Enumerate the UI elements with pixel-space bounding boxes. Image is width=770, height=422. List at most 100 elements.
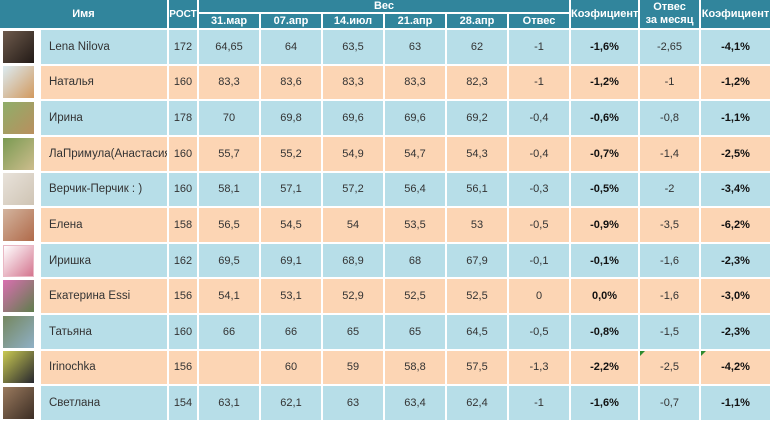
weight-cell-2[interactable]: 83,6 xyxy=(259,63,323,102)
weight-cell-3[interactable]: 52,9 xyxy=(321,277,385,315)
weight-cell-1[interactable]: 58,1 xyxy=(197,170,261,209)
weight-cell-4[interactable]: 83,3 xyxy=(383,63,447,102)
weight-cell-3[interactable]: 54 xyxy=(321,206,385,244)
weight-cell-4[interactable]: 56,4 xyxy=(383,170,447,209)
coefficient-cell[interactable]: -1,6% xyxy=(569,28,641,66)
weight-cell-5[interactable]: 62 xyxy=(445,28,509,66)
monthly-loss-cell[interactable]: -1,6 xyxy=(638,277,702,315)
coefficient-cell[interactable]: -0,5% xyxy=(569,170,641,209)
weight-cell-3[interactable]: 54,9 xyxy=(321,134,385,173)
monthly-loss-cell[interactable]: -0,8 xyxy=(638,99,702,137)
weekly-loss-cell[interactable]: -0,5 xyxy=(506,313,572,351)
member-name-cell[interactable]: Наталья xyxy=(39,63,169,102)
weight-cell-1[interactable]: 70 xyxy=(197,99,261,137)
weekly-loss-cell[interactable]: -1 xyxy=(506,63,572,102)
coefficient-2-cell[interactable]: -6,2% xyxy=(699,206,770,244)
monthly-loss-cell[interactable]: -3,5 xyxy=(638,206,702,244)
weight-cell-4[interactable]: 53,5 xyxy=(383,206,447,244)
weight-cell-5[interactable]: 82,3 xyxy=(445,63,509,102)
weight-cell-4[interactable]: 58,8 xyxy=(383,348,447,387)
weight-cell-1[interactable]: 63,1 xyxy=(197,384,261,422)
coefficient-cell[interactable]: -1,2% xyxy=(569,63,641,102)
coefficient-cell[interactable]: -0,1% xyxy=(569,241,641,280)
member-name-cell[interactable]: Ирина xyxy=(39,99,169,137)
monthly-loss-cell[interactable]: -2,5 xyxy=(638,348,702,387)
member-name-cell[interactable]: Татьяна xyxy=(39,313,169,351)
coefficient-2-cell[interactable]: -4,1% xyxy=(699,28,770,66)
weight-cell-2[interactable]: 57,1 xyxy=(259,170,323,209)
weight-cell-2[interactable]: 55,2 xyxy=(259,134,323,173)
weekly-loss-cell[interactable]: -1,3 xyxy=(506,348,572,387)
weight-cell-3[interactable]: 69,6 xyxy=(321,99,385,137)
weight-cell-2[interactable]: 54,5 xyxy=(259,206,323,244)
coefficient-cell[interactable]: -0,8% xyxy=(569,313,641,351)
monthly-loss-cell[interactable]: -2 xyxy=(638,170,702,209)
weight-cell-4[interactable]: 52,5 xyxy=(383,277,447,315)
col-header-date-1[interactable]: 31.мар xyxy=(198,12,261,30)
height-cell[interactable]: 172 xyxy=(167,28,199,66)
monthly-loss-cell[interactable]: -0,7 xyxy=(638,384,702,422)
weight-cell-2[interactable]: 69,8 xyxy=(259,99,323,137)
height-cell[interactable]: 156 xyxy=(167,277,199,315)
coefficient-cell[interactable]: -1,6% xyxy=(569,384,641,422)
col-header-coefficient[interactable]: Коэфициент xyxy=(569,0,641,30)
weight-cell-4[interactable]: 54,7 xyxy=(383,134,447,173)
col-header-name[interactable]: Имя xyxy=(0,0,169,30)
member-name-cell[interactable]: ЛаПримула(Анастасия) xyxy=(39,134,169,173)
weight-cell-5[interactable]: 54,3 xyxy=(445,134,509,173)
coefficient-2-cell[interactable]: -2,3% xyxy=(699,313,770,351)
weight-cell-5[interactable]: 53 xyxy=(445,206,509,244)
weight-cell-4[interactable]: 65 xyxy=(383,313,447,351)
weight-cell-3[interactable]: 65 xyxy=(321,313,385,351)
weight-cell-1[interactable] xyxy=(197,348,261,387)
height-cell[interactable]: 160 xyxy=(167,170,199,209)
weekly-loss-cell[interactable]: -1 xyxy=(506,384,572,422)
weight-cell-4[interactable]: 69,6 xyxy=(383,99,447,137)
weight-cell-5[interactable]: 57,5 xyxy=(445,348,509,387)
weekly-loss-cell[interactable]: 0 xyxy=(506,277,572,315)
col-header-weight-group[interactable]: Вес xyxy=(196,0,572,14)
monthly-loss-cell[interactable]: -1 xyxy=(638,63,702,102)
col-header-coefficient-2[interactable]: Коэфициент xyxy=(699,0,770,30)
monthly-loss-cell[interactable]: -1,6 xyxy=(638,241,702,280)
weight-cell-4[interactable]: 68 xyxy=(383,241,447,280)
weight-cell-2[interactable]: 60 xyxy=(259,348,323,387)
weight-cell-3[interactable]: 63,5 xyxy=(321,28,385,66)
member-name-cell[interactable]: Верчик-Перчик : ) xyxy=(39,170,169,209)
coefficient-2-cell[interactable]: -2,3% xyxy=(699,241,770,280)
coefficient-2-cell[interactable]: -1,1% xyxy=(699,99,770,137)
member-name-cell[interactable]: Светлана xyxy=(39,384,169,422)
coefficient-2-cell[interactable]: -3,4% xyxy=(699,170,770,209)
weekly-loss-cell[interactable]: -1 xyxy=(506,28,572,66)
col-header-date-4[interactable]: 21.апр xyxy=(383,12,447,30)
weight-cell-1[interactable]: 66 xyxy=(197,313,261,351)
weight-cell-5[interactable]: 62,4 xyxy=(445,384,509,422)
monthly-loss-cell[interactable]: -1,4 xyxy=(638,134,702,173)
height-cell[interactable]: 178 xyxy=(167,99,199,137)
member-name-cell[interactable]: Екатерина Essi xyxy=(39,277,169,315)
coefficient-cell[interactable]: -0,9% xyxy=(569,206,641,244)
weight-cell-3[interactable]: 63 xyxy=(321,384,385,422)
member-name-cell[interactable]: Иришка xyxy=(39,241,169,280)
weight-cell-3[interactable]: 68,9 xyxy=(321,241,385,280)
weight-cell-1[interactable]: 56,5 xyxy=(197,206,261,244)
weight-cell-1[interactable]: 64,65 xyxy=(197,28,261,66)
member-name-cell[interactable]: Irinochka xyxy=(39,348,169,387)
weight-cell-3[interactable]: 83,3 xyxy=(321,63,385,102)
monthly-loss-cell[interactable]: -2,65 xyxy=(638,28,702,66)
coefficient-2-cell[interactable]: -2,5% xyxy=(699,134,770,173)
weight-cell-5[interactable]: 69,2 xyxy=(445,99,509,137)
height-cell[interactable]: 158 xyxy=(167,206,199,244)
height-cell[interactable]: 156 xyxy=(167,348,199,387)
height-cell[interactable]: 160 xyxy=(167,313,199,351)
monthly-loss-cell[interactable]: -1,5 xyxy=(638,313,702,351)
member-name-cell[interactable]: Елена xyxy=(39,206,169,244)
weight-cell-2[interactable]: 66 xyxy=(259,313,323,351)
height-cell[interactable]: 160 xyxy=(167,134,199,173)
weight-cell-4[interactable]: 63 xyxy=(383,28,447,66)
weight-cell-1[interactable]: 54,1 xyxy=(197,277,261,315)
coefficient-2-cell[interactable]: -3,0% xyxy=(699,277,770,315)
col-header-height[interactable]: РОСТ xyxy=(167,0,199,30)
weight-cell-2[interactable]: 69,1 xyxy=(259,241,323,280)
coefficient-cell[interactable]: -2,2% xyxy=(569,348,641,387)
